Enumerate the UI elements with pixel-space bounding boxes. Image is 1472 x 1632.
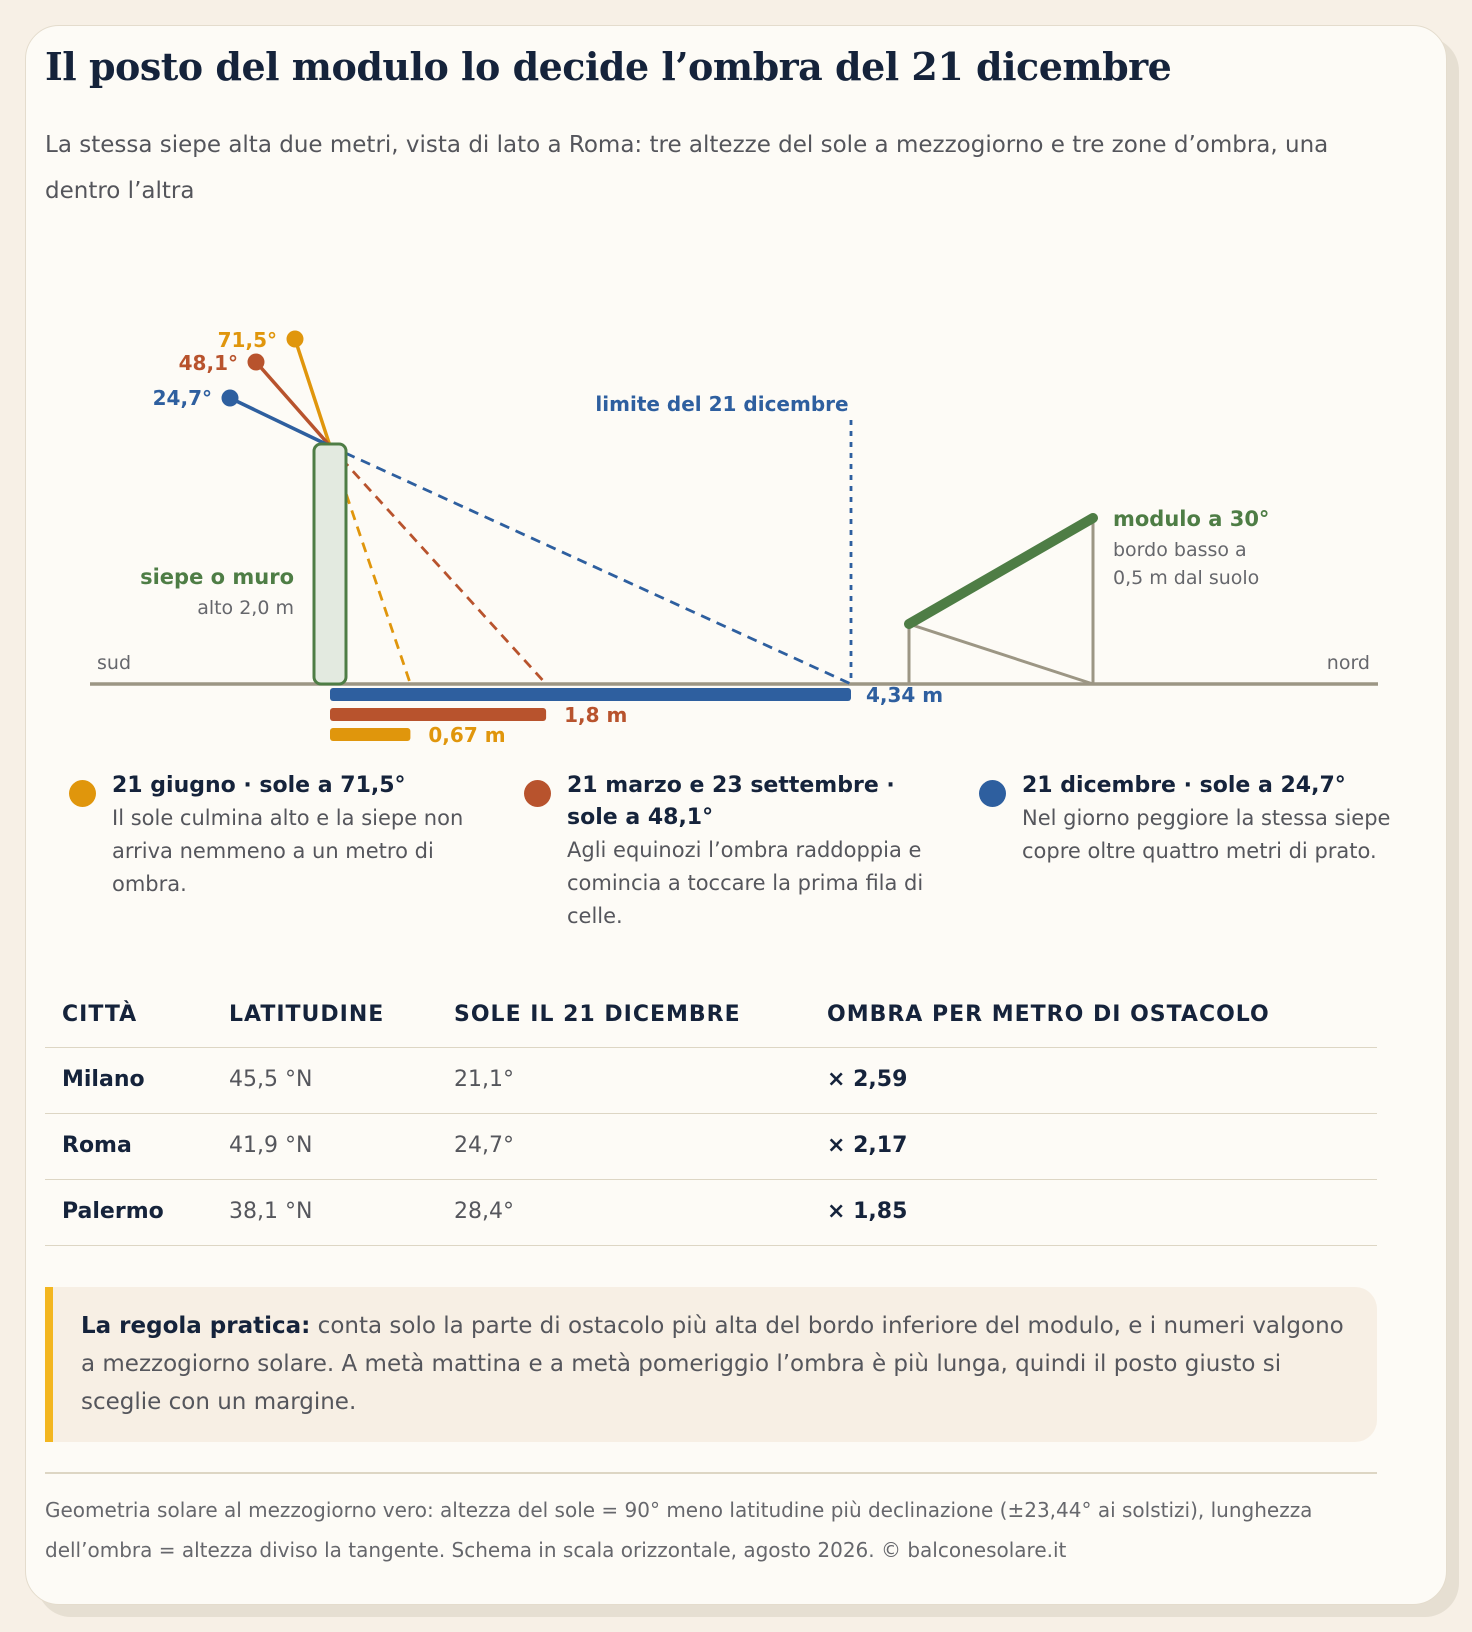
- sun-ray-december: [329, 444, 852, 686]
- cell-latitude: 38,1 °N: [229, 1199, 313, 1224]
- cell-city: Roma: [62, 1133, 132, 1158]
- legend-dot-equinox: [524, 780, 551, 807]
- module-desc-line2: 0,5 m dal suolo: [1113, 567, 1259, 589]
- header-city: CITTÀ: [62, 1002, 138, 1027]
- page-subtitle: La stessa siepe alta due metri, vista di…: [45, 132, 1329, 204]
- legend-desc: Agli equinozi l’ombra raddoppia e cominc…: [567, 838, 924, 928]
- december-limit-label: limite del 21 dicembre: [595, 392, 848, 416]
- cell-sun: 28,4°: [454, 1199, 514, 1224]
- practical-rule-note: La regola pratica: conta solo la parte d…: [45, 1287, 1377, 1442]
- shadow-bar-equinox: [330, 708, 547, 721]
- legend-desc: Il sole culmina alto e la siepe non arri…: [112, 806, 464, 896]
- cell-latitude: 41,9 °N: [229, 1133, 313, 1158]
- legend-title: 21 dicembre · sole a 24,7°: [1022, 773, 1346, 798]
- legend-title: 21 marzo e 23 settembre · sole a 48,1°: [567, 773, 895, 830]
- direction-south: sud: [97, 652, 131, 674]
- hedge-obstacle: [312, 442, 348, 686]
- header-latitude: LATITUDINE: [229, 1002, 385, 1027]
- legend-title: 21 giugno · sole a 71,5°: [112, 773, 406, 798]
- sun-june-icon: [286, 330, 304, 348]
- sun-line-equinox: [254, 360, 332, 448]
- legend-item-equinox: 21 marzo e 23 settembre · sole a 48,1° A…: [524, 770, 944, 933]
- legend-item-june: 21 giugno · sole a 71,5° Il sole culmina…: [69, 770, 489, 901]
- shadow-label-december: 4,34 m: [866, 683, 943, 707]
- footer-divider: [45, 1472, 1377, 1474]
- module-brace: [908, 622, 1094, 686]
- note-text: conta solo la parte di ostacolo più alta…: [81, 1313, 1344, 1415]
- cell-factor: × 1,85: [827, 1199, 908, 1224]
- cell-sun: 21,1°: [454, 1067, 514, 1092]
- direction-north: nord: [1327, 652, 1370, 674]
- module-desc-line1: bordo basso a: [1113, 539, 1247, 561]
- page-title: Il posto del modulo lo decide l’ombra de…: [45, 44, 1172, 89]
- sun-equinox-icon: [247, 353, 265, 371]
- cell-city: Palermo: [62, 1199, 164, 1224]
- shadow-label-june: 0,67 m: [428, 723, 505, 747]
- table-row: Milano 45,5 °N 21,1° × 2,59: [45, 1048, 1377, 1114]
- table-row: Palermo 38,1 °N 28,4° × 1,85: [45, 1180, 1377, 1246]
- module-label: modulo a 30°: [1113, 507, 1269, 531]
- shadow-bar-december: [330, 688, 851, 701]
- header-sun: SOLE IL 21 DICEMBRE: [454, 1002, 741, 1027]
- cell-city: Milano: [62, 1067, 145, 1092]
- solar-module-panel: [904, 513, 1098, 629]
- sun-december-angle: 24,7°: [153, 386, 212, 410]
- legend-item-december: 21 dicembre · sole a 24,7° Nel giorno pe…: [979, 770, 1399, 868]
- shadow-label-equinox: 1,8 m: [564, 703, 627, 727]
- legend-dot-june: [69, 780, 96, 807]
- footer-source: Geometria solare al mezzogiorno vero: al…: [45, 1498, 1313, 1562]
- sun-ray-equinox: [328, 445, 548, 685]
- legend-desc: Nel giorno peggiore la stessa siepe copr…: [1022, 806, 1391, 863]
- shadow-bar-june: [330, 728, 411, 741]
- cell-factor: × 2,59: [827, 1067, 908, 1092]
- obstacle-label: siepe o muro: [140, 565, 294, 589]
- sun-june-angle: 71,5°: [218, 328, 277, 352]
- cell-sun: 24,7°: [454, 1133, 514, 1158]
- sun-equinox-angle: 48,1°: [179, 351, 238, 375]
- sun-line-june: [293, 338, 332, 447]
- obstacle-height: alto 2,0 m: [197, 597, 294, 619]
- sun-december-icon: [221, 389, 239, 407]
- sun-line-december: [229, 396, 331, 448]
- table-row: Roma 41,9 °N 24,7° × 2,17: [45, 1114, 1377, 1180]
- note-strong: La regola pratica:: [81, 1313, 311, 1339]
- header-factor: OMBRA PER METRO DI OSTACOLO: [827, 1002, 1270, 1027]
- table-header-row: CITTÀ LATITUDINE SOLE IL 21 DICEMBRE OMB…: [45, 990, 1377, 1048]
- shadow-diagram: sud nord limite del 21 dicembre 71,5° 48…: [90, 328, 1378, 747]
- legend-dot-december: [979, 780, 1006, 807]
- cell-factor: × 2,17: [827, 1133, 908, 1158]
- latitude-table: CITTÀ LATITUDINE SOLE IL 21 DICEMBRE OMB…: [45, 990, 1377, 1246]
- cell-latitude: 45,5 °N: [229, 1067, 313, 1092]
